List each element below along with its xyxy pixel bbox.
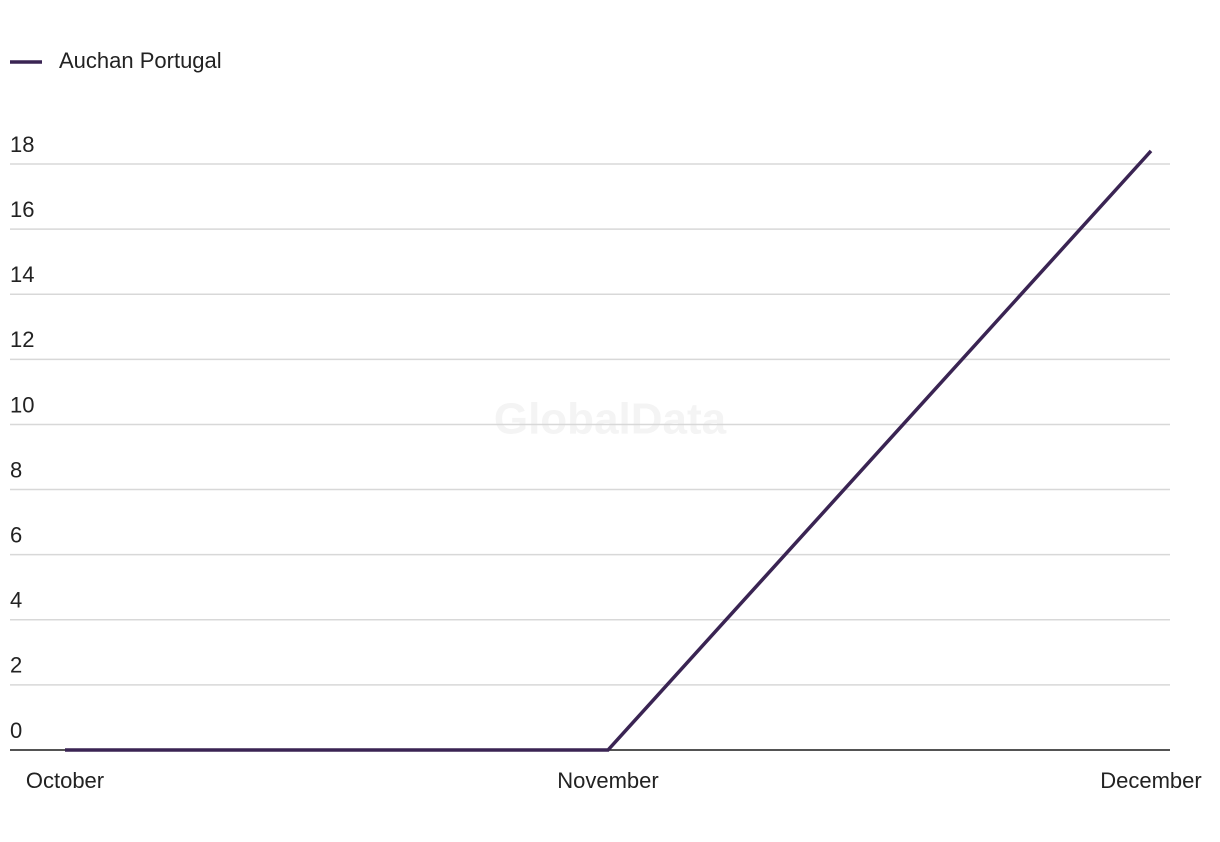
y-tick-label: 16 bbox=[10, 197, 34, 222]
y-tick-label: 8 bbox=[10, 457, 22, 482]
legend-label: Auchan Portugal bbox=[59, 48, 222, 73]
y-tick-label: 0 bbox=[10, 718, 22, 743]
data-line bbox=[65, 149, 1153, 752]
x-tick-label: November bbox=[557, 768, 658, 793]
y-tick-label: 14 bbox=[10, 262, 34, 287]
watermark: GlobalData bbox=[494, 395, 727, 444]
y-tick-label: 4 bbox=[10, 588, 22, 613]
y-tick-label: 18 bbox=[10, 132, 34, 157]
y-tick-label: 6 bbox=[10, 522, 22, 547]
x-tick-label: December bbox=[1100, 768, 1201, 793]
y-tick-label: 2 bbox=[10, 653, 22, 678]
y-tick-label: 12 bbox=[10, 327, 34, 352]
x-tick-label: October bbox=[26, 768, 104, 793]
y-tick-label: 10 bbox=[10, 392, 34, 417]
